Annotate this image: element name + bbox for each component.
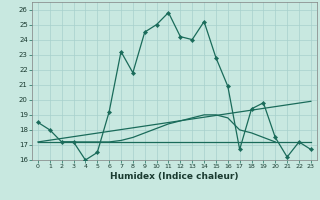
X-axis label: Humidex (Indice chaleur): Humidex (Indice chaleur) bbox=[110, 172, 239, 181]
